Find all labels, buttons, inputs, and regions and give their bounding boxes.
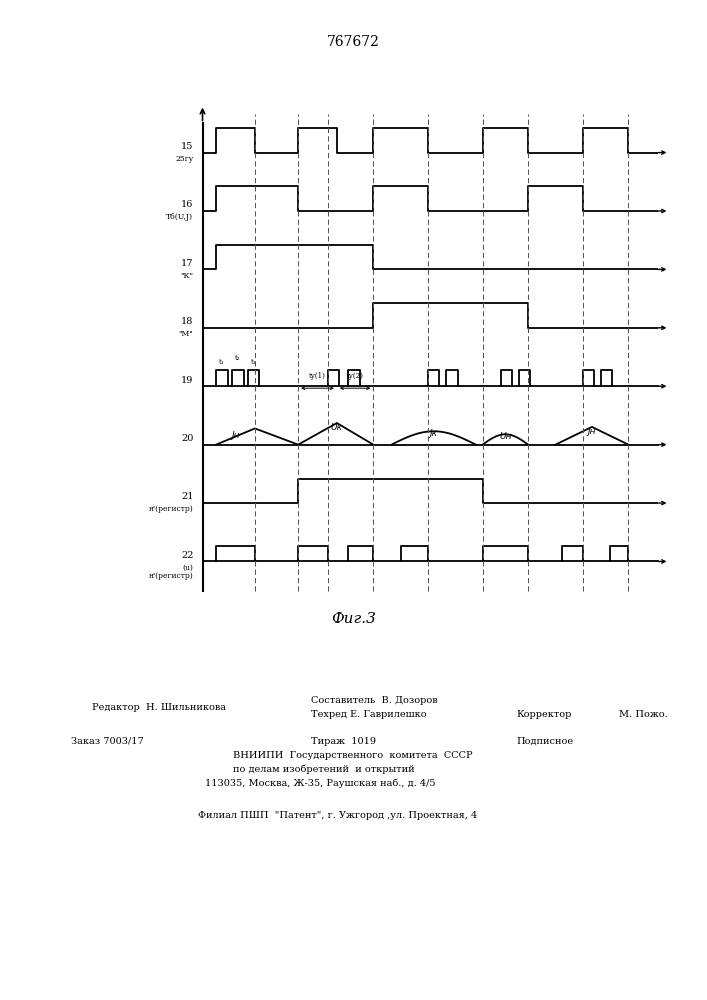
Text: по делам изобретений  и открытий: по делам изобретений и открытий <box>233 764 415 774</box>
Text: 22: 22 <box>181 551 194 560</box>
Text: Заказ 7003/17: Заказ 7003/17 <box>71 737 144 746</box>
Text: Редактор  Н. Шильникова: Редактор Н. Шильникова <box>92 703 226 712</box>
Text: Тираж  1019: Тираж 1019 <box>311 737 376 746</box>
Text: tу(1): tу(1) <box>309 372 326 380</box>
Text: Корректор: Корректор <box>516 710 571 719</box>
Text: 113035, Москва, Ж-35, Раушская наб., д. 4/5: 113035, Москва, Ж-35, Раушская наб., д. … <box>205 778 436 788</box>
Text: М. Пожо.: М. Пожо. <box>619 710 667 719</box>
Text: 15: 15 <box>181 142 194 151</box>
Text: Подписное: Подписное <box>516 737 573 746</box>
Text: tу(2): tу(2) <box>346 372 363 380</box>
Text: 16: 16 <box>181 200 194 209</box>
Text: Техред Е. Гаврилешко: Техред Е. Гаврилешко <box>311 710 427 719</box>
Text: н'(регистр): н'(регистр) <box>148 505 194 513</box>
Text: Jн: Jн <box>231 431 240 440</box>
Text: 20: 20 <box>181 434 194 443</box>
Text: 767672: 767672 <box>327 35 380 49</box>
Text: Тб(U,J): Тб(U,J) <box>166 213 194 221</box>
Text: ВНИИПИ  Государственного  комитета  СССР: ВНИИПИ Государственного комитета СССР <box>233 751 473 760</box>
Text: Uк: Uк <box>331 423 343 432</box>
Text: Uн: Uн <box>499 432 512 441</box>
Text: t₁: t₁ <box>219 358 225 366</box>
Text: (u): (u) <box>182 564 194 572</box>
Text: н'(регистр): н'(регистр) <box>148 572 194 580</box>
Text: 17: 17 <box>181 259 194 268</box>
Text: Jк: Jк <box>429 429 438 438</box>
Text: 21: 21 <box>181 492 194 501</box>
Text: Филиал ПШП  "Патент", г. Ужгород ,ул. Проектная, 4: Филиал ПШП "Патент", г. Ужгород ,ул. Про… <box>198 811 477 820</box>
Text: Jн: Jн <box>588 427 596 436</box>
Text: "К": "К" <box>180 272 194 280</box>
Text: Фиг.3: Фиг.3 <box>331 612 376 626</box>
Text: "М": "М" <box>179 330 194 338</box>
Text: Составитель  В. Дозоров: Составитель В. Дозоров <box>311 696 438 705</box>
Text: t₃: t₃ <box>251 358 257 366</box>
Text: 18: 18 <box>181 317 194 326</box>
Text: 25гу: 25гу <box>175 155 194 163</box>
Text: 19: 19 <box>181 376 194 385</box>
Text: t₂: t₂ <box>235 354 240 362</box>
